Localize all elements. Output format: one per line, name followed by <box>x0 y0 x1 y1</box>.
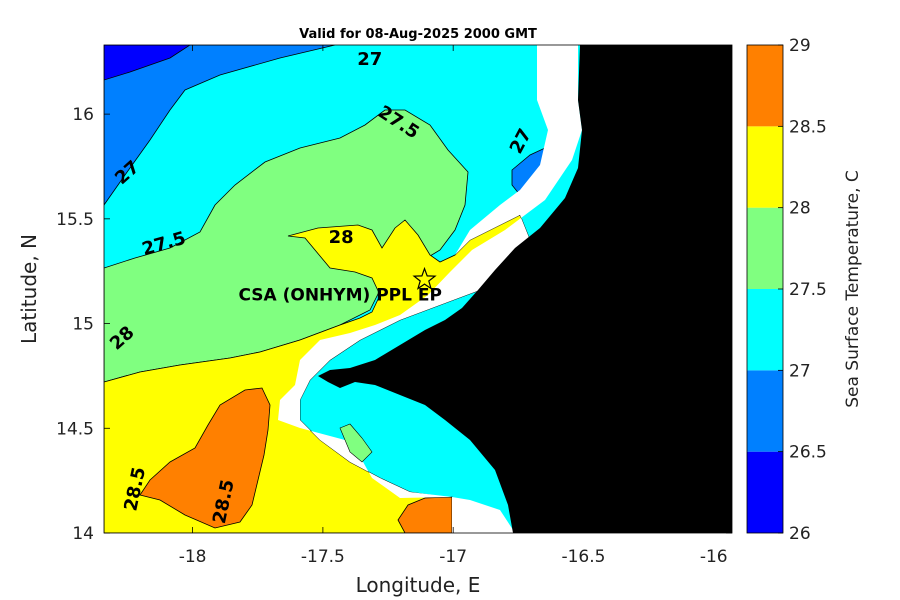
sst-band-26.5-27 <box>104 45 336 206</box>
x-tick-label: -17 <box>439 547 467 567</box>
y-tick-label: 15.5 <box>56 210 94 230</box>
y-tick-label: 16 <box>72 105 94 125</box>
x-axis-label: Longitude, E <box>356 573 481 597</box>
x-axis: -18 -17.5 -17 -16.5 -16 <box>179 45 728 567</box>
x-tick-label: -17.5 <box>301 547 345 567</box>
colorbar-tick-label: 26 <box>789 524 811 544</box>
chart-title: Valid for 08-Aug-2025 2000 GMT <box>299 27 537 42</box>
y-axis: 14 14.5 15 15.5 16 <box>56 105 732 544</box>
sst-band-26-26.5 <box>104 45 191 81</box>
colorbar-tick-label: 26.5 <box>789 443 827 463</box>
colorbar-band <box>747 45 783 127</box>
colorbar: 26 26.5 27 27.5 28 28.5 29 <box>746 36 827 544</box>
station-star-icon <box>412 266 437 290</box>
y-tick-label: 14.5 <box>56 419 94 439</box>
x-tick-label: -16.5 <box>561 547 605 567</box>
land-coastline <box>318 45 732 533</box>
colorbar-tick-label: 28 <box>789 199 811 219</box>
y-tick-label: 14 <box>72 524 94 544</box>
colorbar-tick-label: 27 <box>789 361 811 381</box>
colorbar-band <box>747 126 783 208</box>
nodata-coastal-strip <box>278 45 582 533</box>
colorbar-tick-label: 28.5 <box>789 117 827 137</box>
x-tick-label: -18 <box>179 547 207 567</box>
colorbar-label: Sea Surface Temperature, C <box>843 170 863 408</box>
colorbar-band <box>747 207 783 289</box>
contour-label: 27 <box>357 49 382 70</box>
colorbar-band <box>747 289 783 371</box>
colorbar-tick-label: 29 <box>789 36 811 56</box>
colorbar-band <box>747 370 783 452</box>
y-axis-label: Latitude, N <box>17 234 41 344</box>
x-tick-label: -16 <box>700 547 728 567</box>
sst-band-27.5-28-nearshore <box>339 423 373 463</box>
station-label: CSA (ONHYM) PPL EP <box>239 286 442 306</box>
station-layer: CSA (ONHYM) PPL EP <box>239 266 442 306</box>
colorbar-tick-label: 27.5 <box>789 280 827 300</box>
y-tick-label: 15 <box>72 315 94 335</box>
sst-band-28.5-29-southwest <box>139 387 271 529</box>
plot-frame <box>103 44 733 534</box>
colorbar-band <box>747 451 783 533</box>
contour-label: 28 <box>329 227 354 248</box>
